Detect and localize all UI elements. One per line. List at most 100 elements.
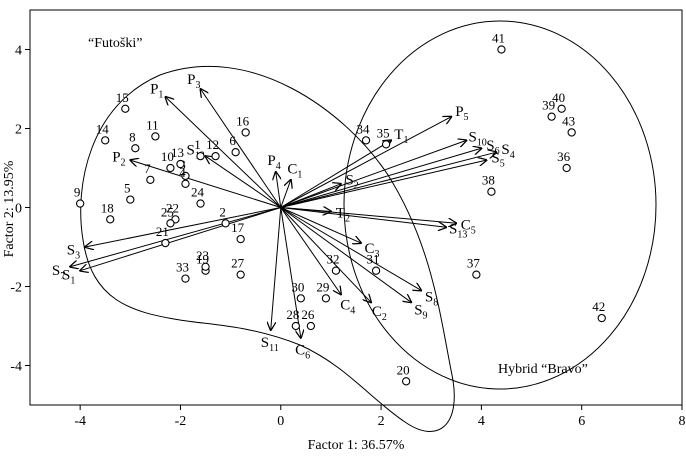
score-point-label: 39 <box>542 98 555 113</box>
score-point-label: 22 <box>166 200 179 215</box>
vector-label-index: 4 <box>510 150 515 161</box>
score-point-marker <box>597 313 606 323</box>
vector-label-letter: S <box>491 150 499 166</box>
score-point-marker <box>146 175 155 184</box>
score-point-label: 23 <box>196 248 209 263</box>
vector-label: P4 <box>267 153 280 172</box>
score-point-label: 2 <box>219 204 226 219</box>
score-point-label: 18 <box>101 200 114 215</box>
score-point-label: 17 <box>231 220 245 235</box>
vector-label-index: 2 <box>121 157 126 168</box>
vector-arrow <box>280 140 467 208</box>
score-point-marker <box>236 270 245 279</box>
vector-label: S3 <box>67 242 80 261</box>
x-tick-label: 2 <box>378 414 385 429</box>
vector-label-letter: P <box>267 153 275 169</box>
vector-label: C6 <box>295 343 310 362</box>
vector-label-letter: C <box>295 343 305 359</box>
vector-label: C2 <box>372 304 387 323</box>
vector-label-letter: S <box>261 335 269 351</box>
vector-label-index: 5 <box>500 158 505 169</box>
score-point-marker <box>241 128 250 137</box>
vector-arrow <box>280 180 291 208</box>
vector-label-letter: P <box>187 72 195 88</box>
score-point-label: 31 <box>367 252 380 267</box>
score-point-marker <box>381 140 391 149</box>
x-axis-title: Factor 1: 36.57% <box>308 438 405 453</box>
y-axis-ticks: -4 -2 0 2 4 <box>10 44 30 375</box>
y-tick-label: 4 <box>15 44 22 59</box>
vector-label-index: 9 <box>423 310 428 321</box>
vector-label: S7 <box>52 263 65 282</box>
score-point-marker <box>131 144 140 153</box>
score-point-label: 7 <box>144 161 151 176</box>
vector-label-index: 7 <box>60 271 65 282</box>
score-point-label: 38 <box>482 173 495 188</box>
score-point-label: 13 <box>171 145 184 160</box>
vector-arrow <box>70 207 281 267</box>
score-point-marker <box>567 128 576 137</box>
vector-label-index: 1 <box>297 170 302 181</box>
vector-label-index: 10 <box>477 137 487 148</box>
y-tick-label: 0 <box>15 202 22 217</box>
vector-label-index: 2 <box>382 312 387 323</box>
vector-label-letter: P <box>112 149 120 165</box>
vector-arrow <box>280 207 457 224</box>
vector-label-index: 6 <box>305 351 310 362</box>
vector-label-letter: C <box>372 304 382 320</box>
vector-label: P2 <box>112 149 125 168</box>
score-point-label: 42 <box>592 299 605 314</box>
score-point-marker <box>181 171 190 181</box>
score-point-label: 10 <box>161 149 174 164</box>
vector-label: S1 <box>62 267 75 286</box>
vector-arrow <box>85 207 281 248</box>
vector-label-letter: S <box>501 142 509 158</box>
vector-label-letter: S <box>67 242 75 258</box>
vector-label-letter: C <box>287 162 297 178</box>
vector-label-letter: P <box>455 104 463 120</box>
score-point-label: 21 <box>156 224 169 239</box>
vector-label: P3 <box>187 72 200 91</box>
vector-label: S2 <box>345 172 358 191</box>
score-point-marker <box>547 112 556 121</box>
score-point-marker <box>371 266 381 275</box>
score-point-label: 37 <box>467 256 481 271</box>
vector-label: C4 <box>340 297 355 316</box>
score-point-marker <box>76 199 85 208</box>
vector-label: C3 <box>364 241 379 260</box>
score-point-marker <box>166 219 175 228</box>
vector-arrow <box>280 160 487 208</box>
vector-arrow <box>280 148 482 208</box>
vector-label-index: 1 <box>158 90 163 101</box>
score-point-marker <box>151 132 160 141</box>
score-point-marker <box>106 215 115 224</box>
vector-arrow <box>206 156 282 208</box>
vector-label-index: 1 <box>70 275 75 286</box>
vector-label-letter: T <box>336 205 345 221</box>
vector-label: S13 <box>449 222 467 241</box>
vector-label-letter: C <box>340 297 350 313</box>
vector-label-letter: S <box>425 290 433 306</box>
score-point-marker <box>331 266 341 275</box>
vector-arrow <box>271 207 282 330</box>
score-point-label: 16 <box>236 113 250 128</box>
score-point-marker <box>296 294 305 303</box>
score-point-marker <box>361 136 371 145</box>
vector-arrow <box>280 117 452 208</box>
vector-label: S8 <box>425 290 438 309</box>
vector-arrow <box>280 207 447 228</box>
vector-label: P1 <box>150 82 163 101</box>
x-tick-label: -4 <box>74 414 86 429</box>
score-point-marker <box>487 187 496 196</box>
vector-label-letter: S <box>414 302 422 318</box>
score-point-label: 9 <box>74 185 81 200</box>
score-point-marker <box>166 163 175 173</box>
score-point-label: 6 <box>229 133 236 148</box>
vector-arrow <box>276 172 281 208</box>
score-point-marker <box>201 262 210 271</box>
vector-label-letter: S <box>468 129 476 145</box>
vector-label-letter: S <box>345 172 353 188</box>
score-point-marker <box>306 321 316 331</box>
plot-frame <box>29 9 683 406</box>
vector-label-letter: S <box>52 263 60 279</box>
